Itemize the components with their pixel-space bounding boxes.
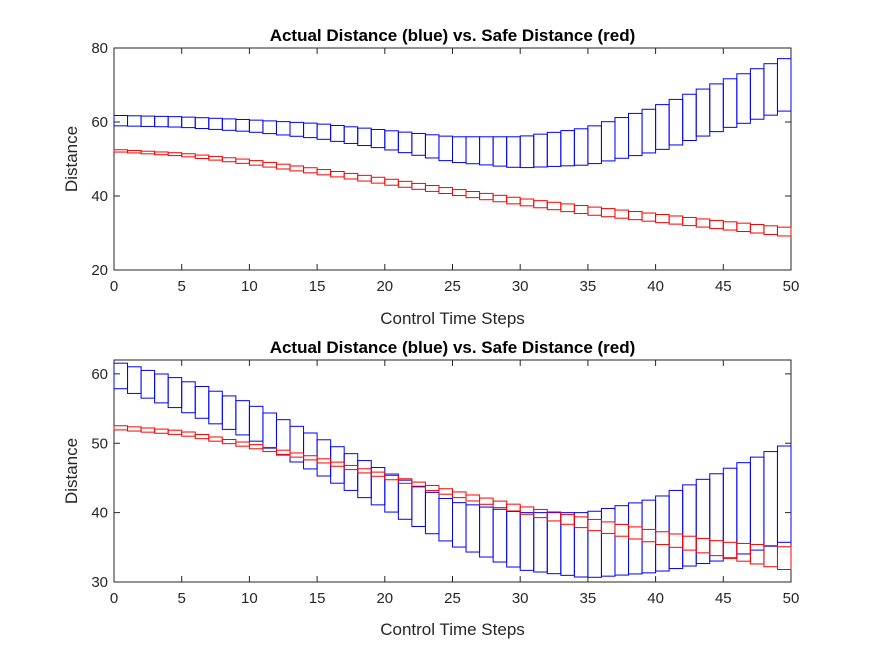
top-chart-y-axis-label: Distance	[62, 126, 81, 192]
bottom-chart-x-tick-label: 0	[110, 590, 118, 607]
bottom-chart-x-tick-label: 10	[241, 590, 258, 607]
bottom-chart-series-1-interval-box	[411, 481, 426, 488]
bottom-chart-y-axis-label: Distance	[62, 438, 81, 504]
top-chart-x-tick-label: 30	[512, 278, 529, 295]
bottom-chart-series-1-interval-box	[370, 471, 386, 477]
bottom-chart-series-1-interval-box	[384, 474, 399, 481]
top-chart-x-tick-label: 25	[444, 278, 461, 295]
bottom-chart-series-1-interval-box	[397, 478, 413, 484]
bottom-chart-y-tick-label: 40	[91, 505, 108, 522]
bottom-chart-x-tick-label: 5	[178, 590, 186, 607]
top-chart-y-tick-label: 40	[91, 188, 108, 205]
bottom-chart-x-tick-label: 20	[376, 590, 393, 607]
bottom-chart-series-1-interval-box	[316, 458, 332, 464]
top-chart-x-tick-label: 5	[178, 278, 186, 295]
top-chart-panel: 0 5 10 15 20 25 30 35 40 45 50 20 40 60 80 Actual Dist…	[62, 26, 799, 328]
bottom-chart-series-1-interval-box	[303, 455, 318, 461]
top-chart-x-tick-label: 10	[241, 278, 258, 295]
top-chart-x-tick-label: 35	[580, 278, 597, 295]
bottom-chart-title: Actual Distance (blue) vs. Safe Distance…	[270, 338, 636, 357]
bottom-chart-panel: 0 5 10 15 20 25 30 35 40 45 50 30 40 50 60 Actual Dist…	[62, 338, 799, 639]
top-chart-title: Actual Distance (blue) vs. Safe Distance…	[270, 26, 636, 45]
top-chart-y-tick-label: 60	[91, 114, 108, 131]
bottom-chart-series-0-interval-box	[776, 445, 792, 543]
bottom-chart-y-tick-label: 50	[91, 435, 108, 452]
bottom-chart-series-1-interval-box	[289, 452, 305, 458]
top-chart-series-0	[113, 58, 792, 169]
bottom-chart-x-tick-label: 45	[715, 590, 732, 607]
bottom-chart-y-tick-label: 30	[91, 574, 108, 591]
top-chart-x-tick-label: 15	[309, 278, 326, 295]
bottom-chart-x-axis-label: Control Time Steps	[380, 620, 525, 639]
top-chart-x-tick-label: 45	[715, 278, 732, 295]
top-chart-series-1	[113, 149, 792, 237]
bottom-chart-series-1-interval-box	[424, 484, 440, 492]
bottom-chart-x-tick-label: 15	[309, 590, 326, 607]
bottom-chart-series-1-interval-box	[776, 546, 792, 571]
bottom-chart-series-1-interval-box	[262, 446, 277, 453]
top-chart-series-1-interval-box	[776, 226, 792, 237]
bottom-chart-x-tick-label: 50	[783, 590, 800, 607]
top-chart-marks	[113, 58, 792, 237]
bottom-chart-series-1-interval-box	[357, 468, 372, 474]
bottom-chart-x-tick-label: 40	[647, 590, 664, 607]
bottom-chart-ticks: 0 5 10 15 20 25 30 35 40 45 50 30 40 50 60	[91, 360, 799, 607]
top-chart-ticks: 0 5 10 15 20 25 30 35 40 45 50 20 40 60 80	[91, 40, 799, 295]
bottom-chart-series-1	[113, 425, 792, 571]
top-chart-series-0-interval-box	[776, 58, 792, 112]
top-chart-x-tick-label: 20	[376, 278, 393, 295]
bottom-chart-series-0	[113, 362, 792, 578]
bottom-chart-x-tick-label: 35	[580, 590, 597, 607]
bottom-chart-y-tick-label: 60	[91, 366, 108, 383]
top-chart-y-tick-label: 80	[91, 40, 108, 57]
top-chart-x-tick-label: 40	[647, 278, 664, 295]
top-chart-x-axis-label: Control Time Steps	[380, 309, 525, 328]
bottom-chart-plot-area	[113, 359, 792, 583]
bottom-chart-series-1-interval-box	[235, 441, 250, 447]
top-chart-x-tick-label: 50	[783, 278, 800, 295]
bottom-chart-marks	[113, 362, 792, 578]
bottom-chart-x-tick-label: 30	[512, 590, 529, 607]
bottom-chart-series-1-interval-box	[330, 461, 345, 467]
bottom-chart-x-tick-label: 25	[444, 590, 461, 607]
bottom-chart-series-1-interval-box	[343, 464, 359, 471]
top-chart-x-tick-label: 0	[110, 278, 118, 295]
bottom-chart-series-1-interval-box	[275, 449, 291, 455]
bottom-chart-series-1-interval-box	[248, 444, 264, 450]
top-chart-y-tick-label: 20	[91, 262, 108, 279]
